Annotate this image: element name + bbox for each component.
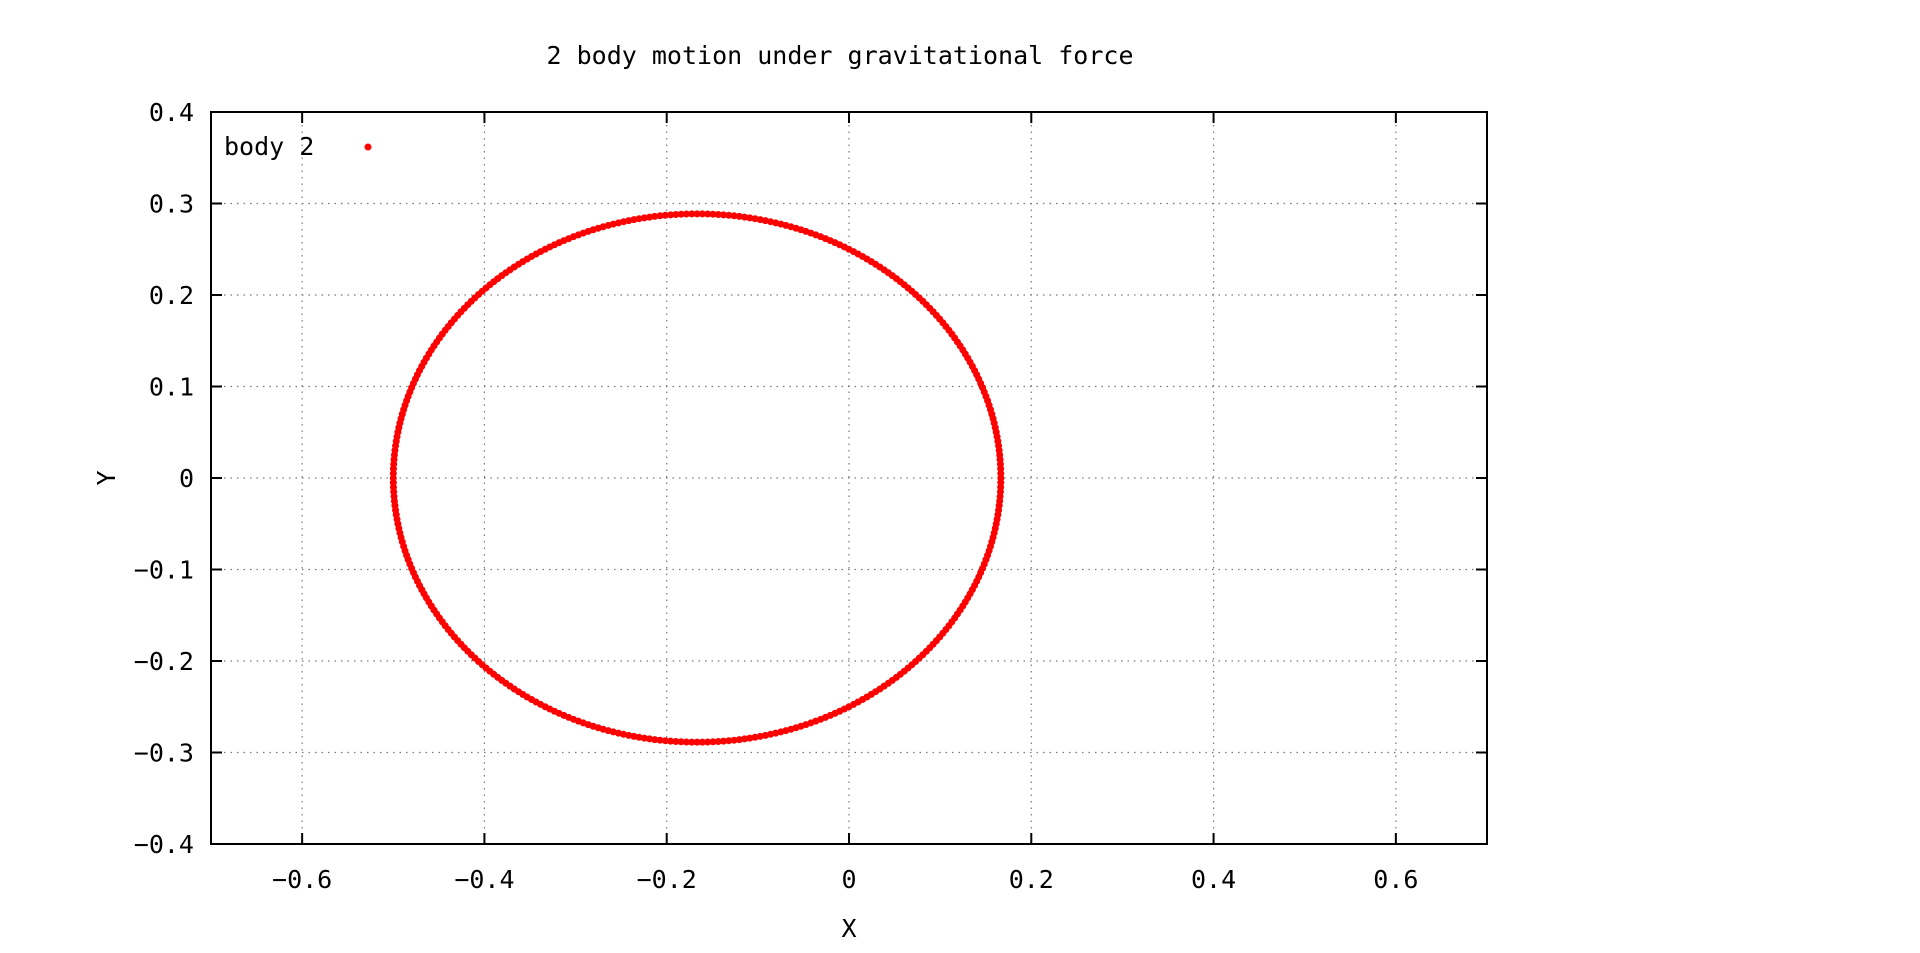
data-point (725, 737, 733, 745)
data-point (630, 732, 638, 740)
data-point (635, 733, 643, 741)
x-axis-label: X (841, 914, 856, 943)
y-tick-labels: −0.4 −0.3 −0.2 −0.1 0 0.1 0.2 0.3 0.4 (134, 98, 194, 859)
plot-frame (210, 111, 1488, 845)
data-point (693, 738, 701, 746)
legend: body 2 (224, 132, 372, 161)
data-point (682, 210, 690, 218)
data-point (651, 736, 659, 744)
data-point (635, 215, 643, 223)
data-point (720, 211, 728, 219)
data-point (677, 210, 685, 218)
data-point (693, 210, 701, 218)
y-tick-label: −0.3 (134, 739, 194, 768)
data-point (688, 210, 696, 218)
data-point (741, 735, 749, 743)
data-point (677, 738, 685, 746)
data-point (667, 211, 675, 219)
data-point (646, 735, 654, 743)
x-tick-label: 0 (841, 865, 856, 894)
x-tick-label: 0.2 (1009, 865, 1054, 894)
data-point (709, 210, 717, 218)
legend-label-body-2: body 2 (224, 132, 314, 161)
data-point (735, 212, 743, 220)
data-point (688, 738, 696, 746)
data-point (661, 211, 669, 219)
y-tick-label: 0.1 (149, 373, 194, 402)
data-point (709, 738, 717, 746)
data-point (656, 212, 664, 220)
data-point (672, 210, 680, 218)
data-point (667, 737, 675, 745)
y-tick-label: −0.1 (134, 556, 194, 585)
data-point (698, 738, 706, 746)
data-point (640, 734, 648, 742)
data-point (682, 738, 690, 746)
data-point (698, 210, 706, 218)
data-point (756, 732, 764, 740)
x-tick-label: −0.6 (272, 865, 332, 894)
y-tick-label: 0.4 (149, 98, 194, 127)
data-point (735, 736, 743, 744)
y-axis-label: Y (92, 470, 121, 485)
data-point (704, 210, 712, 218)
data-point (646, 213, 654, 221)
data-point (751, 215, 759, 223)
data-point (720, 737, 728, 745)
grid-lines (211, 111, 1487, 845)
data-point (714, 210, 722, 218)
data-point (746, 734, 754, 742)
data-point (997, 479, 1005, 487)
data-point (751, 733, 759, 741)
x-tick-label: 0.6 (1373, 865, 1418, 894)
data-point (656, 736, 664, 744)
x-tick-labels: −0.6 −0.4 −0.2 0 0.2 0.4 0.6 (272, 865, 1418, 894)
data-point (714, 738, 722, 746)
x-tick-label: −0.2 (637, 865, 697, 894)
data-point (730, 736, 738, 744)
series-body-2-points (389, 210, 1005, 746)
data-point (761, 217, 769, 225)
legend-marker-body-2 (364, 143, 372, 151)
data-point (661, 737, 669, 745)
y-tick-label: 0.3 (149, 190, 194, 219)
data-point (725, 211, 733, 219)
chart-title: 2 body motion under gravitational force (547, 41, 1134, 70)
y-tick-label: −0.2 (134, 647, 194, 676)
data-point (730, 212, 738, 220)
x-tick-label: 0.4 (1191, 865, 1236, 894)
y-tick-label: −0.4 (134, 830, 194, 859)
data-point (746, 214, 754, 222)
data-point (756, 216, 764, 224)
data-point (704, 738, 712, 746)
y-tick-label: 0 (179, 464, 194, 493)
x-tick-label: −0.4 (454, 865, 514, 894)
y-tick-label: 0.2 (149, 281, 194, 310)
data-point (651, 212, 659, 220)
data-point (625, 731, 633, 739)
data-point (741, 213, 749, 221)
data-point (640, 214, 648, 222)
data-point (630, 216, 638, 224)
data-point (672, 738, 680, 746)
